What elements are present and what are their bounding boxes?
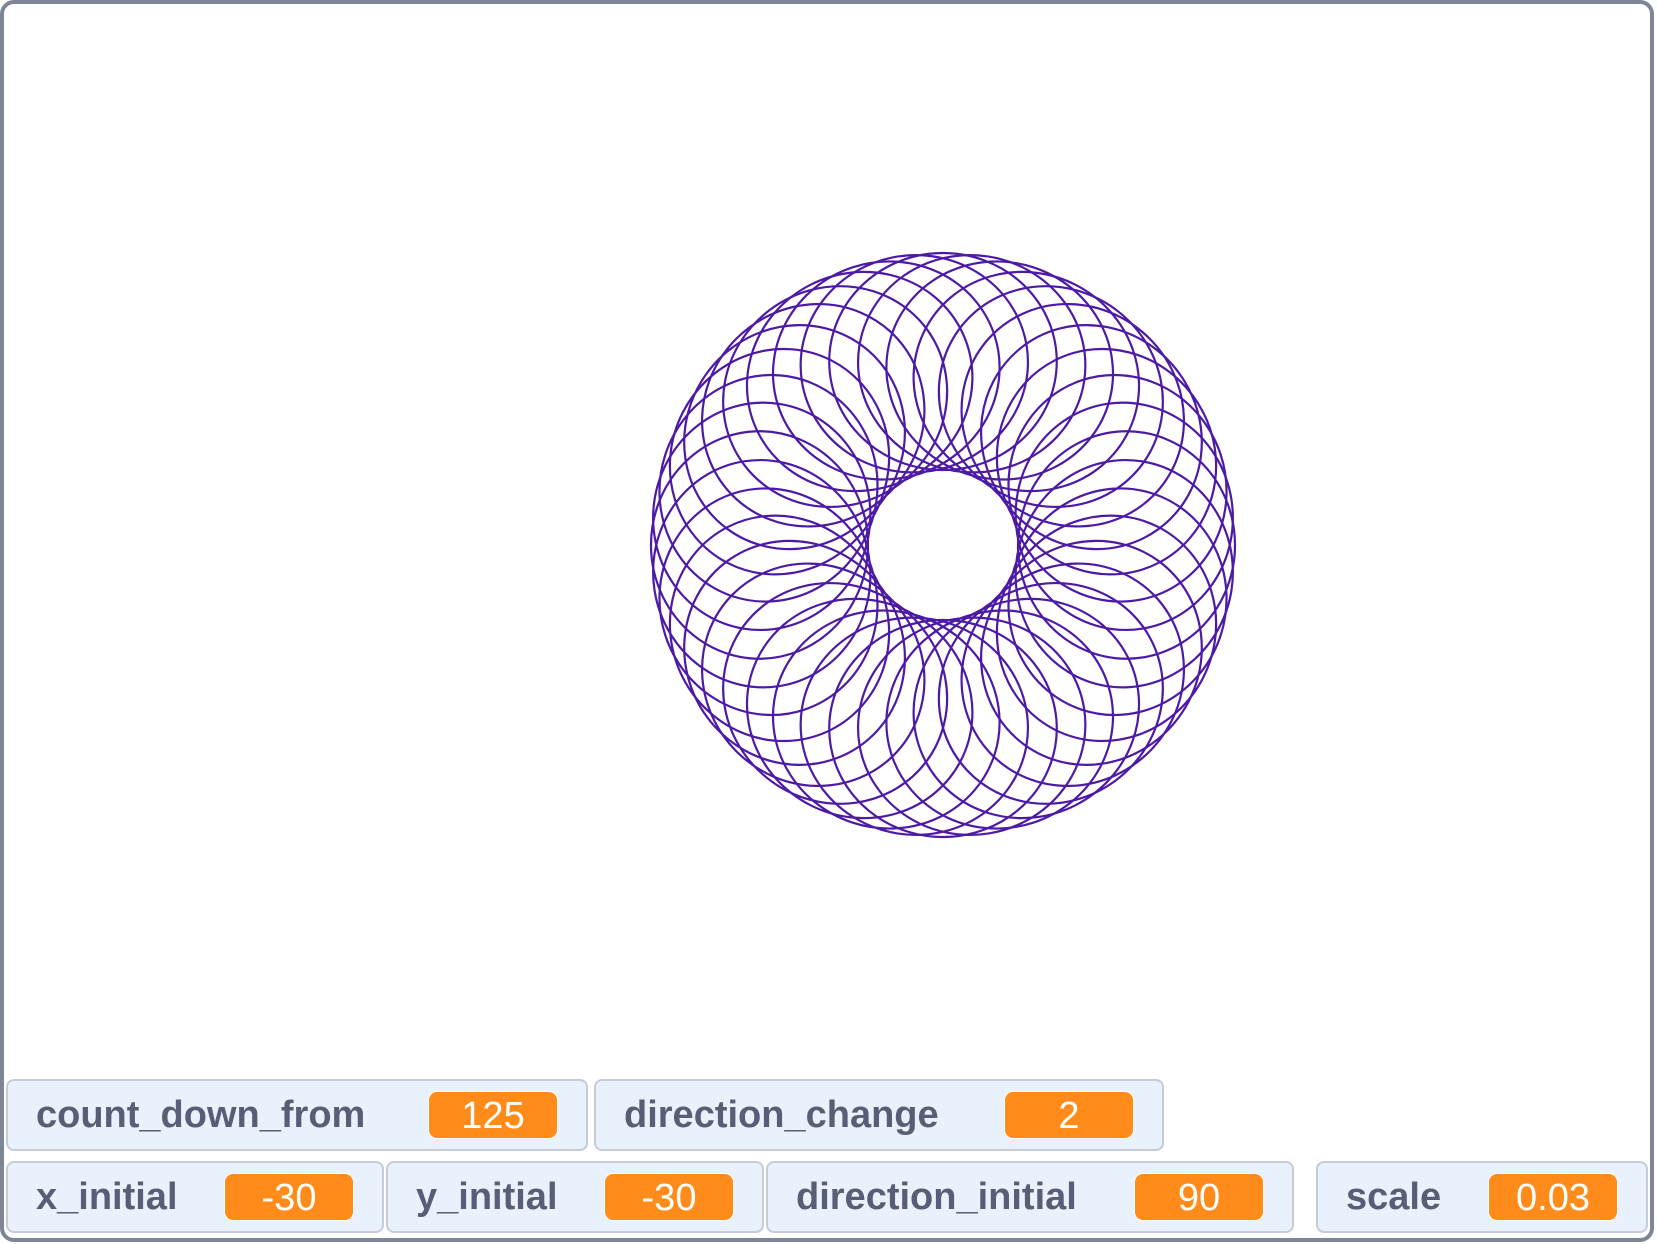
pen-stroke	[745, 270, 974, 493]
pen-stroke	[856, 254, 1087, 474]
spirograph-drawing	[649, 251, 1237, 839]
pen-stroke	[683, 539, 906, 766]
monitor-label: count_down_from	[36, 1093, 366, 1136]
monitor-direction-initial[interactable]: direction_initial 90	[766, 1161, 1294, 1233]
monitor-scale[interactable]: scale 0.03	[1316, 1161, 1648, 1233]
monitor-label: direction_change	[624, 1093, 939, 1136]
pen-stroke	[1007, 487, 1228, 717]
pen-stroke	[960, 562, 1186, 788]
pen-stroke	[668, 347, 891, 576]
pen-stroke	[771, 260, 1001, 481]
pen-stroke	[652, 458, 872, 689]
pen-stroke	[995, 514, 1218, 743]
pen-stroke	[960, 302, 1186, 528]
pen-stroke	[980, 324, 1203, 551]
pen-stroke	[828, 251, 1058, 472]
pen-stroke	[700, 302, 926, 528]
monitor-y-initial[interactable]: y_initial -30	[386, 1161, 764, 1233]
monitor-value: 0.03	[1488, 1173, 1618, 1221]
monitor-value: -30	[604, 1173, 734, 1221]
pen-stroke	[658, 373, 879, 603]
monitor-label: direction_initial	[796, 1175, 1077, 1218]
pen-stroke	[937, 285, 1164, 508]
pen-stroke	[1014, 458, 1234, 689]
pen-stroke	[885, 609, 1115, 830]
pen-stroke	[745, 597, 974, 820]
pen-stroke	[937, 582, 1164, 805]
pen-stroke	[722, 285, 949, 508]
monitor-count-down-from[interactable]: count_down_from 125	[6, 1079, 588, 1151]
pen-stroke	[912, 597, 1141, 820]
monitor-label: y_initial	[416, 1175, 558, 1218]
pen-stroke	[652, 401, 872, 632]
pen-stroke	[799, 616, 1030, 836]
pen-stroke	[700, 562, 926, 788]
pen-stroke	[828, 618, 1058, 839]
monitor-label: x_initial	[36, 1175, 178, 1218]
pen-stroke	[995, 347, 1218, 576]
pen-stroke	[658, 487, 879, 717]
pen-stroke	[649, 430, 870, 660]
pen-stroke	[1014, 401, 1234, 632]
pen-stroke	[771, 609, 1001, 830]
pen-stroke	[799, 254, 1030, 474]
pen-stroke	[885, 260, 1115, 481]
pen-stroke	[722, 582, 949, 805]
monitor-direction-change[interactable]: direction_change 2	[594, 1079, 1164, 1151]
monitor-x-initial[interactable]: x_initial -30	[6, 1161, 384, 1233]
monitor-label: scale	[1346, 1175, 1442, 1218]
pen-stroke	[683, 324, 906, 551]
monitor-value: 2	[1004, 1091, 1134, 1139]
pen-stroke	[1007, 373, 1228, 603]
pen-stroke	[912, 270, 1141, 493]
pen-stroke	[856, 616, 1087, 836]
monitor-value: -30	[224, 1173, 354, 1221]
pen-stroke	[668, 514, 891, 743]
monitor-value: 125	[428, 1091, 558, 1139]
pen-stroke	[1016, 430, 1237, 660]
monitor-value: 90	[1134, 1173, 1264, 1221]
pen-stroke	[980, 539, 1203, 766]
